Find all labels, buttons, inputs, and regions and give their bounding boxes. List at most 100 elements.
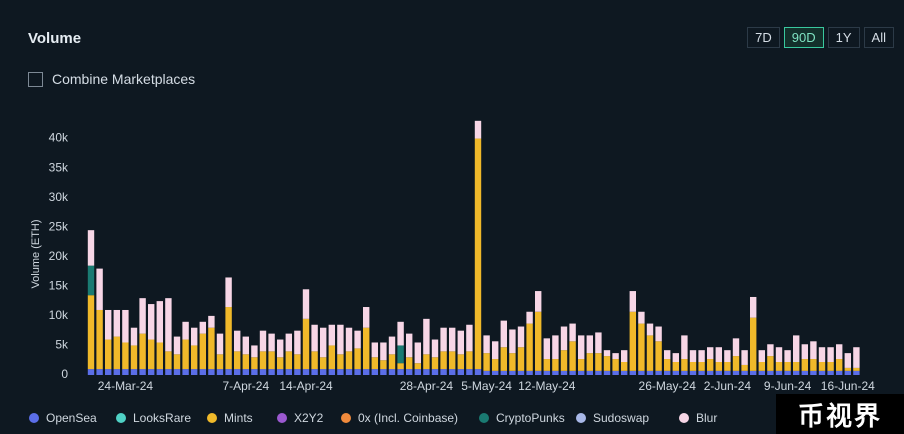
bar-segment (750, 296, 757, 318)
bar-segment (191, 369, 198, 375)
bar-segment (552, 370, 559, 375)
bar-segment (492, 359, 499, 371)
bar-segment (629, 311, 636, 371)
bar-segment (836, 359, 843, 371)
bar-segment (294, 330, 301, 355)
bar-segment (483, 335, 490, 354)
bar-segment (251, 345, 258, 358)
bar-segment (681, 335, 688, 360)
bar-segment (277, 369, 284, 375)
bar-segment (345, 369, 353, 375)
bar-segment (242, 354, 249, 370)
bar-segment (320, 369, 327, 375)
bar-segment (672, 361, 679, 371)
bar-segment (285, 351, 292, 370)
bar-segment (165, 351, 172, 370)
bar-segment (431, 339, 439, 358)
y-tick-label: 20k (49, 249, 69, 263)
bar-segment (578, 370, 585, 375)
bar-segment (113, 336, 120, 370)
bar-segment (621, 350, 628, 362)
bar-segment (775, 347, 783, 362)
bar-segment (801, 370, 808, 375)
bar-segment (629, 291, 636, 312)
bar-segment (414, 369, 421, 375)
bar-segment (793, 361, 800, 371)
bar-segment (105, 369, 112, 375)
bar-segment (182, 339, 189, 370)
bar-segment (526, 323, 533, 371)
bar-segment (380, 342, 387, 361)
bar-segment (603, 350, 611, 357)
bar-segment (569, 323, 576, 342)
bar-segment (724, 361, 731, 371)
x-tick-label: 16-Jun-24 (821, 379, 875, 393)
bar-segment (302, 369, 310, 375)
legend-label: Sudoswap (593, 411, 649, 425)
range-buttons: 7D 90D 1Y All (747, 27, 894, 48)
checkbox[interactable] (28, 71, 43, 87)
bar-segment (552, 335, 559, 360)
bar-segment (784, 350, 791, 362)
bar-segment (406, 333, 413, 358)
bar-segment (707, 359, 714, 371)
bar-segment (655, 370, 662, 375)
bar-segment (156, 301, 163, 343)
bar-segment (431, 357, 439, 370)
bar-segment (543, 370, 550, 375)
legend-swatch (207, 413, 217, 423)
x-tick-label: 26-May-24 (639, 379, 697, 393)
bar-segment (466, 351, 473, 370)
watermark: 币视界 (776, 394, 904, 434)
bar-segment (629, 370, 636, 375)
bar-segment (543, 359, 550, 371)
range-button[interactable]: 7D (747, 27, 780, 48)
bar-segment (225, 277, 232, 308)
bar-segment (234, 369, 241, 375)
bar-segment (732, 356, 740, 371)
bar-segment (345, 327, 353, 352)
bar-segment (148, 304, 155, 340)
bar-segment (646, 370, 654, 375)
bar-segment (741, 364, 748, 371)
bar-segment (638, 311, 645, 324)
x-tick-label: 28-Apr-24 (400, 379, 454, 393)
bar-segment (595, 370, 602, 375)
bar-segment (294, 354, 301, 370)
bar-segment (208, 315, 215, 328)
bar-segment (560, 350, 568, 371)
bar-segment (853, 370, 860, 375)
bar-segment (414, 342, 421, 364)
bar-segment (449, 327, 456, 352)
bar-segment (440, 327, 447, 352)
x-tick-label: 12-May-24 (518, 379, 576, 393)
bar-segment (793, 335, 800, 362)
legend-label: Mints (224, 411, 253, 425)
bar-segment (586, 335, 593, 354)
bar-segment (130, 345, 138, 370)
bar-segment (750, 317, 757, 371)
bar-segment (724, 350, 731, 362)
bar-segment (363, 327, 370, 370)
range-button[interactable]: All (863, 27, 894, 48)
bar-segment (595, 332, 602, 354)
bar-segment (664, 350, 671, 360)
bar-segment (698, 350, 705, 362)
bar-segment (216, 354, 224, 370)
bar-segment (560, 326, 568, 351)
range-button[interactable]: 90D (783, 27, 824, 48)
range-button[interactable]: 1Y (827, 27, 860, 48)
bar-segment (449, 369, 456, 375)
bar-segment (363, 369, 370, 375)
bar-segment (509, 329, 516, 354)
bar-segment (836, 370, 843, 375)
bar-segment (492, 370, 499, 375)
bar-segment (130, 369, 138, 375)
bar-segment (345, 351, 353, 370)
bar-segment (139, 333, 146, 370)
legend-label: CryptoPunks (496, 411, 565, 425)
bar-segment (543, 338, 550, 360)
bar-segment (371, 369, 378, 375)
bar-segment (311, 351, 318, 370)
